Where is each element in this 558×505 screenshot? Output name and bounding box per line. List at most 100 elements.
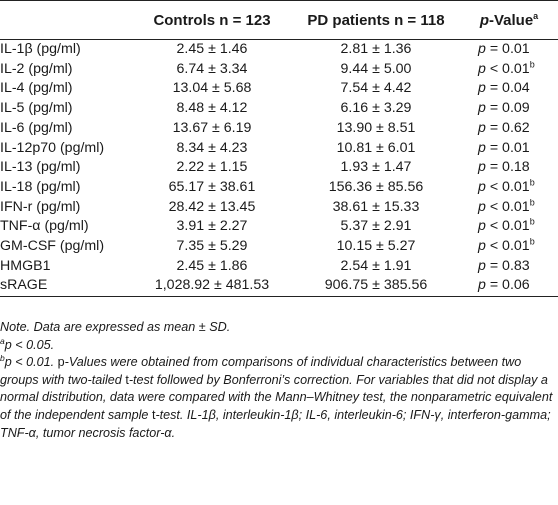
- row-pd-value: 6.16 ± 3.29: [340, 100, 412, 117]
- row-label: HMGB1: [0, 257, 51, 274]
- footnote-b-text-4: -test. IL-1β, interleukin-1β; IL-6, inte…: [0, 407, 551, 440]
- footnote-b-text-1: < 0.01.: [11, 355, 58, 370]
- row-label: IL-5 (pg/ml): [0, 100, 73, 117]
- data-table-container: Controls n = 123 PD patients n = 118 p-V…: [0, 0, 558, 298]
- row-p-footnote-marker: b: [529, 58, 535, 69]
- row-pd-value: 2.54 ± 1.91: [340, 257, 412, 274]
- footnote-b-p: p: [4, 355, 12, 370]
- row-controls-value: 13.04 ± 5.68: [172, 80, 252, 97]
- row-p-value: p < 0.01b: [460, 58, 558, 80]
- table-row: sRAGE 1,028.92 ± 481.53 906.75 ± 385.56 p =…: [0, 276, 558, 298]
- footnote-a-text: p < 0.05.: [4, 337, 55, 352]
- header-p-value: p-Valuea: [460, 0, 558, 40]
- row-p-symbol: p: [478, 198, 486, 215]
- row-p-text: = 0.09: [485, 100, 530, 117]
- row-pd-value: 906.75 ± 385.56: [292, 276, 460, 298]
- row-p-footnote-marker: b: [529, 236, 535, 247]
- row-p-value: p = 0.01: [460, 139, 558, 159]
- row-p-text: < 0.01: [485, 238, 530, 255]
- row-pd-value: 10.15 ± 5.27: [336, 238, 416, 255]
- table-row: IL-5 (pg/ml) 8.48 ± 4.12 6.16 ± 3.29 p = 0.…: [0, 99, 558, 119]
- row-p-symbol: p: [478, 100, 486, 117]
- row-controls-value: 28.42 ± 13.45: [168, 198, 256, 215]
- row-controls-value: 65.17 ± 38.61: [168, 178, 256, 195]
- row-controls-value: 13.67 ± 6.19: [172, 119, 252, 136]
- row-p-symbol: p: [478, 277, 486, 294]
- row-pd-value: 38.61 ± 15.33: [332, 198, 420, 215]
- header-pd-patients: PD patients n = 118: [292, 0, 460, 40]
- row-label: IL-12p70 (pg/ml): [0, 139, 105, 156]
- row-controls-value: 2.45 ± 1.46: [176, 41, 248, 57]
- footnote-a: ap < 0.05.: [0, 335, 556, 355]
- table-row: GM-CSF (pg/ml) 7.35 ± 5.29 10.15 ± 5.27 p <…: [0, 237, 558, 257]
- table-body: IL-1β (pg/ml) 2.45 ± 1.46 2.81 ± 1.36 p = 0…: [0, 40, 558, 298]
- table-row: IFN-r (pg/ml) 28.42 ± 13.45 38.61 ± 15.33 p…: [0, 197, 558, 218]
- footnote-b-p-upright: p: [57, 355, 65, 370]
- row-p-symbol: p: [478, 178, 486, 195]
- row-p-symbol: p: [478, 80, 486, 97]
- row-pd-value: 5.37 ± 2.91: [340, 218, 412, 235]
- row-p-value: p = 0.83: [460, 257, 558, 277]
- row-label: GM-CSF (pg/ml): [0, 238, 105, 255]
- row-p-text: = 0.06: [485, 277, 530, 294]
- row-p-symbol: p: [478, 60, 486, 77]
- row-label: IL-18 (pg/ml): [0, 178, 81, 195]
- table-row: IL-4 (pg/ml) 13.04 ± 5.68 7.54 ± 4.42 p = 0…: [0, 79, 558, 99]
- row-pd-value: 13.90 ± 8.51: [336, 119, 416, 136]
- row-controls-value: 2.45 ± 1.86: [176, 257, 248, 274]
- table-row: IL-1β (pg/ml) 2.45 ± 1.46 2.81 ± 1.36 p = 0…: [0, 40, 558, 60]
- header-p-symbol: p: [479, 11, 489, 29]
- row-p-footnote-marker: b: [529, 216, 535, 227]
- row-p-value: p < 0.01b: [460, 178, 558, 198]
- row-p-symbol: p: [478, 257, 486, 274]
- row-p-text: < 0.01: [485, 218, 530, 235]
- row-p-text: = 0.18: [485, 159, 530, 176]
- row-p-value: p = 0.62: [460, 119, 558, 139]
- table-row: IL-13 (pg/ml) 2.22 ± 1.15 1.93 ± 1.47 p = 0…: [0, 158, 558, 178]
- row-p-text: = 0.83: [485, 257, 530, 274]
- row-controls-value: 1,028.92 ± 481.53: [132, 276, 292, 298]
- row-p-value: p = 0.18: [460, 158, 558, 178]
- footnote-b-t-upright-2: t: [151, 407, 156, 422]
- row-pd-value: 156.36 ± 85.56: [328, 178, 424, 195]
- table-row: TNF-α (pg/ml) 3.91 ± 2.27 5.37 ± 2.91 p < 0…: [0, 217, 558, 237]
- row-label: IL-1β (pg/ml): [0, 41, 81, 57]
- row-p-text: = 0.01: [485, 139, 530, 156]
- footnote-b-text-2: -Values were obtained from comparisons o…: [0, 355, 522, 387]
- row-p-symbol: p: [478, 218, 486, 235]
- footnote-b: bp < 0.01. p-Values were obtained from c…: [0, 354, 556, 442]
- row-label: IL-6 (pg/ml): [0, 119, 73, 136]
- footnote-b-text-3: -test followed by Bonferroni’s correctio…: [0, 372, 553, 422]
- row-controls-value: 2.22 ± 1.15: [176, 159, 248, 176]
- row-controls-value: 3.91 ± 2.27: [176, 218, 248, 235]
- footnote-b-marker: b: [0, 353, 5, 363]
- row-p-text: < 0.01: [485, 178, 530, 195]
- row-label: IFN-r (pg/ml): [0, 198, 81, 215]
- row-controls-value: 6.74 ± 3.34: [176, 60, 248, 77]
- row-p-value: p = 0.04: [460, 79, 558, 99]
- row-p-symbol: p: [478, 238, 486, 255]
- row-pd-value: 7.54 ± 4.42: [340, 80, 412, 97]
- footnote-b-t-upright-1: t: [125, 372, 129, 387]
- row-p-value: p < 0.01b: [460, 237, 558, 257]
- row-pd-value: 2.81 ± 1.36: [340, 41, 412, 57]
- row-p-symbol: p: [478, 119, 486, 136]
- table-footnotes: Note. Data are expressed as mean ± SD. a…: [0, 319, 556, 442]
- row-p-text: = 0.01: [485, 41, 530, 57]
- row-p-value: p = 0.09: [460, 99, 558, 119]
- table-header-row: Controls n = 123 PD patients n = 118 p-V…: [0, 0, 558, 40]
- row-label: IL-4 (pg/ml): [0, 80, 73, 97]
- row-p-footnote-marker: b: [529, 177, 535, 188]
- row-p-value: p < 0.01b: [460, 197, 558, 218]
- footnote-a-marker: a: [0, 335, 5, 346]
- row-p-text: < 0.01: [485, 198, 530, 215]
- row-controls-value: 8.34 ± 4.23: [176, 139, 248, 156]
- row-label: IL-13 (pg/ml): [0, 159, 81, 176]
- row-p-symbol: p: [478, 159, 486, 176]
- row-controls-value: 8.48 ± 4.12: [176, 100, 248, 117]
- row-p-symbol: p: [478, 139, 486, 156]
- row-pd-value: 9.44 ± 5.00: [340, 60, 412, 77]
- row-p-text: < 0.01: [485, 60, 530, 77]
- table-row: IL-2 (pg/ml) 6.74 ± 3.34 9.44 ± 5.00 p < 0.…: [0, 58, 558, 80]
- header-p-footnote-marker: a: [533, 10, 539, 21]
